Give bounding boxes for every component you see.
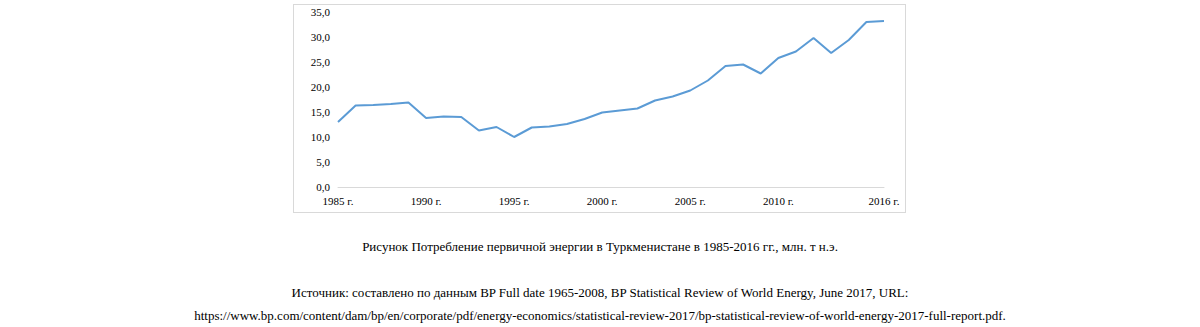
svg-text:20,0: 20,0 (311, 81, 331, 93)
svg-text:35,0: 35,0 (311, 6, 331, 18)
svg-text:10,0: 10,0 (311, 131, 331, 143)
svg-text:0,0: 0,0 (316, 181, 330, 193)
svg-text:15,0: 15,0 (311, 106, 331, 118)
svg-text:2005 г.: 2005 г. (675, 195, 706, 207)
svg-text:1990 г.: 1990 г. (411, 195, 442, 207)
svg-text:1995 г.: 1995 г. (499, 195, 530, 207)
svg-text:2016 г.: 2016 г. (869, 195, 900, 207)
html-text:https://www.bp.com/content/dam: https://www.bp.com/content/dam/bp/en/cor… (194, 308, 1006, 323)
svg-text:5,0: 5,0 (316, 156, 330, 168)
svg-text:Рисунок Потребление первичной: Рисунок Потребление первичной энергии в … (362, 239, 838, 254)
svg-text:2010 г.: 2010 г. (763, 195, 794, 207)
svg-text:2000 г.: 2000 г. (587, 195, 618, 207)
svg-text:1985 г.: 1985 г. (323, 195, 354, 207)
svg-text:25,0: 25,0 (311, 56, 331, 68)
html-text:Источник: составлено по данным: Источник: составлено по данным BP Full d… (291, 285, 909, 300)
svg-text:30,0: 30,0 (311, 31, 331, 43)
